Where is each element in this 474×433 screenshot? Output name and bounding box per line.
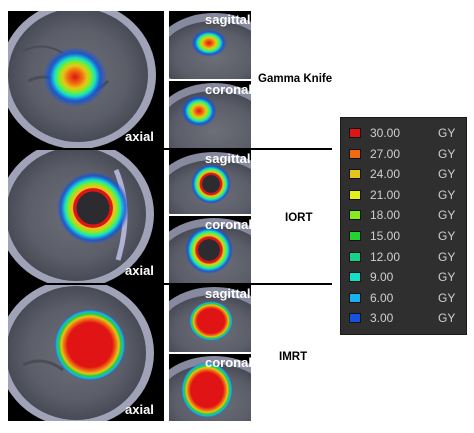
legend-value: 12.00 [370, 249, 401, 264]
dose-legend: 30.00 GY 27.00 GY 24.00 GY 21.00 GY 18.00 GY 15.00… [340, 117, 467, 335]
legend-swatch [349, 210, 361, 221]
legend-row: 18.00 GY [341, 205, 466, 225]
legend-row: 15.00 GY [341, 226, 466, 246]
technique-label-gamma-knife: Gamma Knife [258, 73, 333, 85]
legend-value: 24.00 [370, 167, 401, 182]
sagittal-label: sagittal [205, 151, 251, 166]
legend-swatch [349, 251, 361, 262]
technique-label-iort: IORT [285, 212, 313, 224]
sagittal-label: sagittal [205, 286, 251, 301]
legend-unit: GY [438, 290, 456, 305]
sagittal-label: sagittal [205, 12, 251, 27]
legend-row: 12.00 GY [341, 247, 466, 267]
legend-swatch [349, 231, 361, 241]
legend-row: 3.00 GY [341, 308, 466, 328]
legend-value: 6.00 [370, 290, 394, 305]
legend-unit: GY [438, 208, 456, 223]
legend-row: 30.00 GY [341, 123, 466, 143]
legend-value: 30.00 [370, 126, 401, 140]
imrt-coronal-image: coronal [169, 354, 251, 421]
legend-value: 18.00 [370, 208, 401, 223]
gamma-knife-sagittal-image: sagittal [169, 11, 251, 79]
legend-unit: GY [438, 126, 456, 140]
iort-axial-image: axial [8, 150, 164, 283]
legend-swatch [349, 272, 361, 283]
legend-swatch [349, 313, 361, 324]
legend-unit: GY [438, 311, 456, 326]
coronal-label: coronal [205, 82, 251, 97]
legend-unit: GY [438, 270, 456, 285]
axial-label: axial [125, 402, 154, 417]
legend-unit: GY [438, 146, 456, 161]
row-separator-2 [8, 283, 332, 285]
legend-swatch [349, 292, 361, 303]
coronal-label: coronal [205, 355, 251, 370]
legend-row: 24.00 GY [341, 164, 466, 184]
iort-coronal-image: coronal [169, 216, 251, 283]
imrt-axial-image: axial [8, 285, 164, 421]
axial-label: axial [125, 129, 154, 144]
legend-row: 6.00 GY [341, 288, 466, 308]
coronal-label: coronal [205, 217, 251, 232]
legend-row: 21.00 GY [341, 185, 466, 205]
legend-swatch [349, 128, 361, 138]
legend-row: 27.00 GY [341, 144, 466, 164]
legend-unit: GY [438, 167, 456, 182]
axial-label: axial [125, 263, 154, 278]
legend-value: 3.00 [370, 311, 394, 326]
legend-swatch [349, 148, 361, 159]
legend-value: 15.00 [370, 229, 401, 243]
legend-row: 9.00 GY [341, 267, 466, 287]
legend-unit: GY [438, 187, 456, 202]
row-separator-1 [8, 148, 332, 150]
imrt-sagittal-image: sagittal [169, 285, 251, 352]
legend-unit: GY [438, 249, 456, 264]
iort-sagittal-image: sagittal [169, 150, 251, 214]
legend-value: 27.00 [370, 146, 401, 161]
gamma-knife-coronal-image: coronal [169, 81, 251, 148]
legend-swatch [349, 189, 361, 200]
legend-value: 9.00 [370, 270, 394, 285]
legend-swatch [349, 169, 361, 180]
legend-unit: GY [438, 229, 456, 243]
technique-label-imrt: IMRT [279, 351, 308, 363]
gamma-knife-axial-image: axial [8, 11, 164, 148]
legend-value: 21.00 [370, 187, 401, 202]
